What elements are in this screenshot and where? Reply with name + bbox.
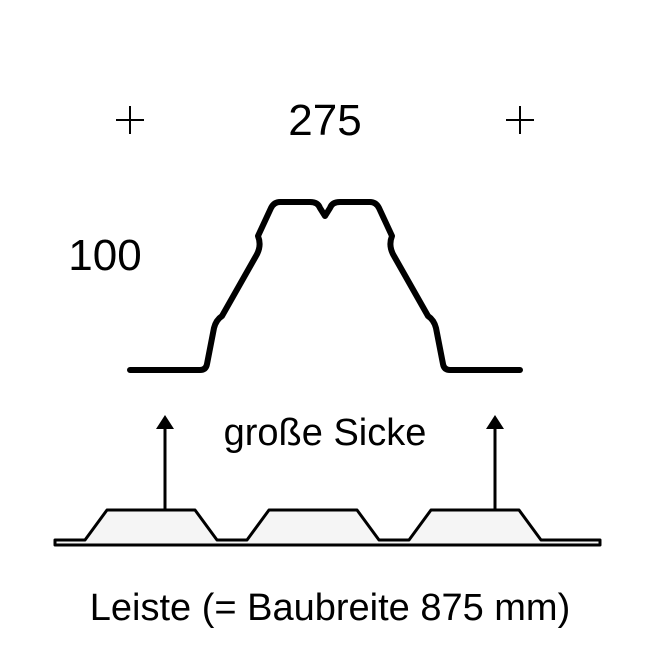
height-label: 100 — [68, 231, 141, 280]
strip-profile — [55, 510, 600, 545]
strip-label: Leiste (= Baubreite 875 mm) — [90, 587, 571, 629]
large-bead-label: große Sicke — [224, 412, 427, 454]
pitch-label: 275 — [288, 96, 361, 145]
